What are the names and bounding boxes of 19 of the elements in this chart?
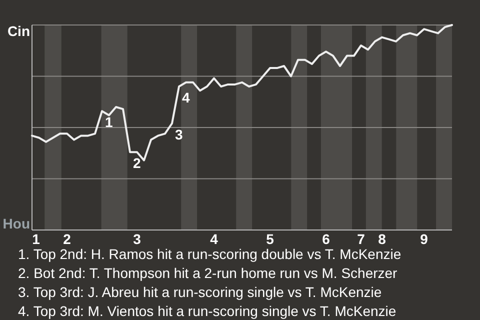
- text: Cin: [7, 23, 30, 40]
- text: 2. Bot 2nd: T. Thompson hit a 2-run home run vs M. Scherzer: [18, 265, 398, 281]
- x-tick-label: 9: [420, 231, 428, 247]
- x-tick-label: 8: [378, 231, 386, 247]
- text: 3. Top 3rd: J. Abreu hit a run-scoring single vs T. McKenzie: [18, 284, 382, 300]
- text: Hou: [2, 216, 30, 232]
- x-tick-label: 1: [32, 231, 40, 247]
- x-tick-label: 2: [63, 231, 72, 247]
- annotation: 4: [182, 90, 190, 106]
- annotation: 1: [105, 114, 113, 130]
- annotation: 3: [175, 126, 183, 142]
- annotation: 2: [133, 155, 141, 172]
- x-tick-label: 5: [266, 231, 274, 247]
- text: 4. Top 3rd: M. Vientos hit a run-scoring single vs T. McKenzie: [18, 303, 396, 319]
- x-tick-label: 3: [133, 231, 142, 247]
- x-tick-label: 6: [322, 231, 330, 247]
- x-tick-label: 7: [357, 231, 366, 247]
- x-tick-label: 4: [210, 231, 218, 247]
- text: 1. Top 2nd: H. Ramos hit a run-scoring double vs T. McKenzie: [18, 246, 402, 262]
